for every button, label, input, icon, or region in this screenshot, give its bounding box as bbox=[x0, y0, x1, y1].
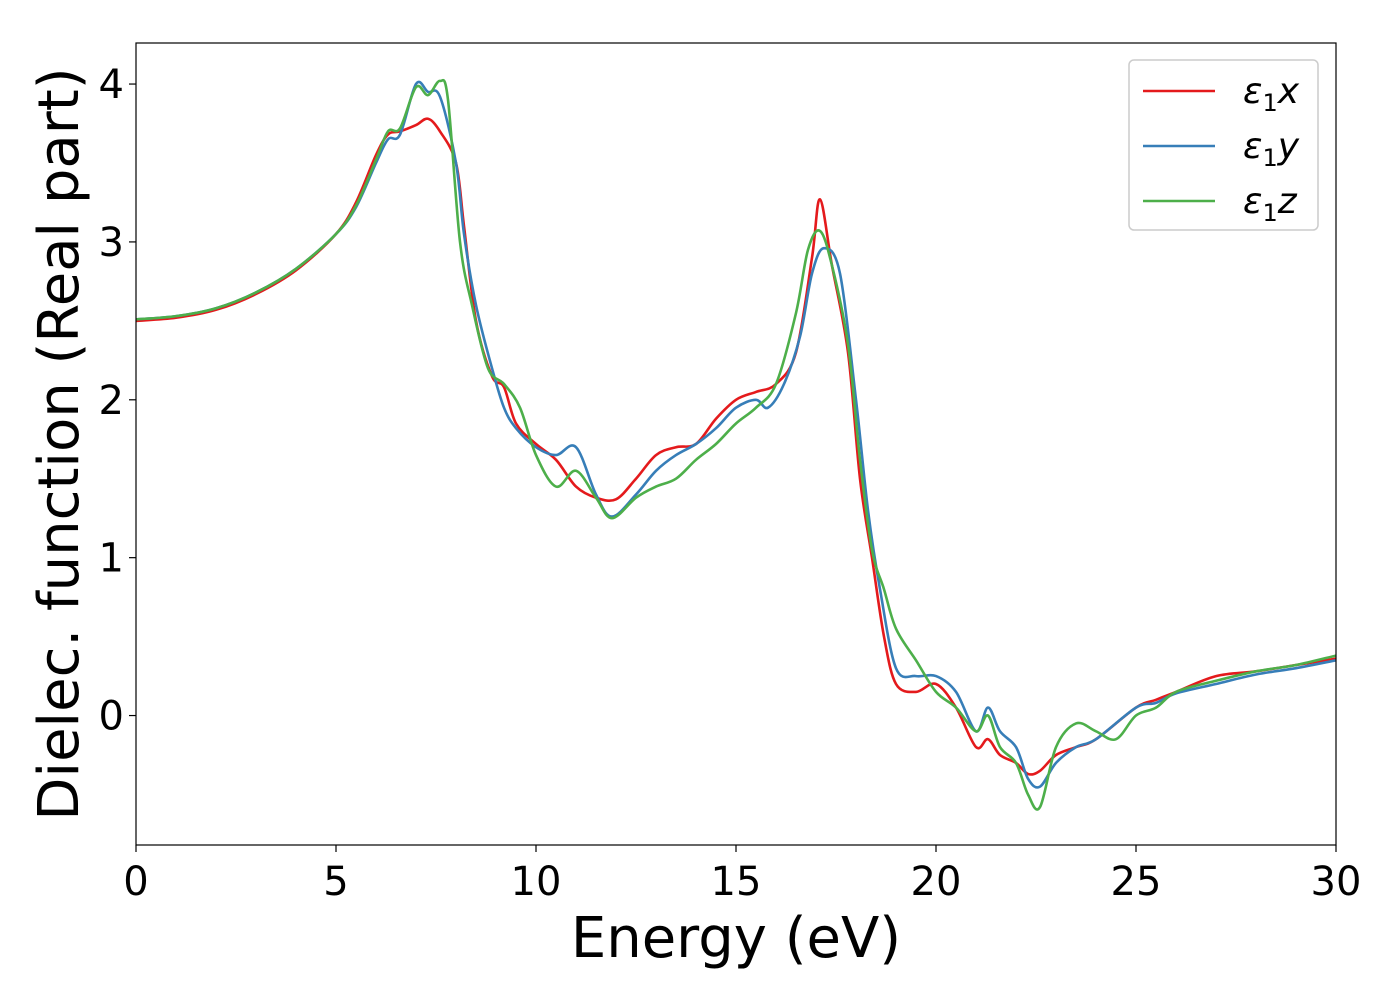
legend: ε1x ε1y ε1z bbox=[1128, 59, 1319, 231]
y-axis-ticks: 0 1 2 3 4 bbox=[99, 62, 136, 740]
x-tick-label: 10 bbox=[511, 859, 562, 905]
x-tick-label: 20 bbox=[911, 859, 962, 905]
x-tick-label: 0 bbox=[123, 859, 148, 905]
x-axis-title: Energy (eV) bbox=[571, 906, 901, 971]
x-axis-ticks: 0 5 10 15 20 25 30 bbox=[123, 845, 1361, 905]
plot-lines bbox=[135, 78, 1337, 811]
legend-label-y: ε1y bbox=[1243, 126, 1300, 172]
x-tick-label: 15 bbox=[711, 859, 762, 905]
x-tick-label: 30 bbox=[1311, 859, 1362, 905]
x-tick-label: 25 bbox=[1111, 859, 1162, 905]
legend-label-x: ε1x bbox=[1243, 71, 1300, 117]
legend-label-z: ε1z bbox=[1243, 181, 1298, 227]
series-line-y bbox=[135, 80, 1337, 789]
legend-frame bbox=[1128, 59, 1319, 231]
y-axis-title: Dielec. function (Real part) bbox=[27, 67, 92, 820]
x-tick-label: 5 bbox=[323, 859, 348, 905]
y-tick-label: 1 bbox=[99, 536, 124, 582]
series-line-x bbox=[135, 117, 1337, 776]
y-tick-label: 0 bbox=[99, 694, 124, 740]
series-line-z bbox=[135, 78, 1337, 811]
y-tick-label: 4 bbox=[99, 62, 124, 108]
y-tick-label: 3 bbox=[99, 220, 124, 266]
y-tick-label: 2 bbox=[99, 378, 124, 424]
